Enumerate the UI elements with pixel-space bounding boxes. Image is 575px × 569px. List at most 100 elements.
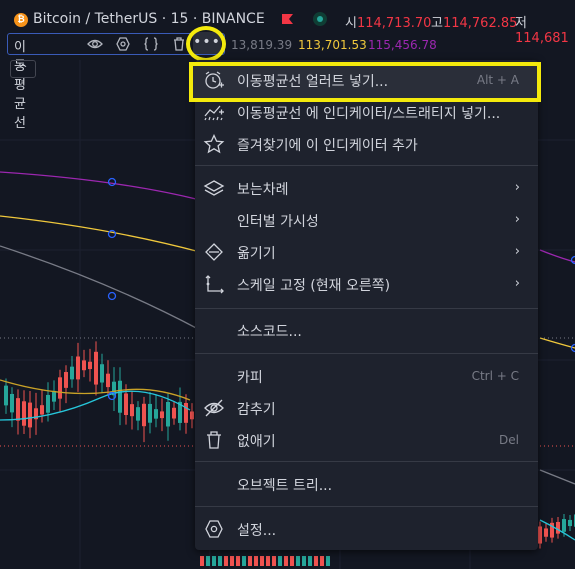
menu-separator xyxy=(195,461,538,462)
ma-line-purple-right xyxy=(539,249,575,263)
candle xyxy=(52,390,56,402)
candle xyxy=(556,521,560,534)
candle xyxy=(284,556,288,566)
candle xyxy=(160,411,164,419)
ma-line-gray xyxy=(0,245,201,331)
candle xyxy=(112,381,116,396)
menu-item-shortcut: Del xyxy=(499,433,519,447)
menu-separator xyxy=(195,506,538,507)
candle xyxy=(46,394,50,413)
candle xyxy=(320,556,324,566)
menu-item-shortcut: Ctrl + C xyxy=(471,369,519,383)
star-icon xyxy=(203,134,225,154)
candle xyxy=(296,556,300,566)
menu-item-add-favorite[interactable]: 즐겨찾기에 이 인디케이터 추가 xyxy=(195,128,538,160)
menu-separator xyxy=(195,308,538,309)
ohlc-low: 저114,681 xyxy=(515,12,575,46)
menu-item-object-tree[interactable]: 오브젝트 트리... xyxy=(195,468,538,500)
menu-item-copy[interactable]: 카피 Ctrl + C xyxy=(195,360,538,392)
candle xyxy=(142,403,146,427)
indicator-value-yellow: 113,701.53 xyxy=(298,38,367,52)
candle xyxy=(16,398,20,421)
ohlc-open-key: 시 xyxy=(345,16,357,31)
menu-item-label: 인터벌 가시성 xyxy=(237,214,319,230)
candle xyxy=(272,556,276,566)
candle xyxy=(242,556,246,566)
candle xyxy=(10,393,14,413)
chevron-right-icon: › xyxy=(514,212,520,227)
menu-item-remove[interactable]: 없애기 Del xyxy=(195,424,538,456)
menu-item-move[interactable]: 옮기기 › xyxy=(195,236,538,268)
flag-icon[interactable] xyxy=(281,13,294,26)
indicator-name[interactable]: 이동평균선 xyxy=(14,40,26,131)
scale-icon xyxy=(205,275,224,294)
collapse-legend-button[interactable]: ^ xyxy=(10,60,36,78)
candle xyxy=(106,373,110,388)
ohlc-low-value: 114,681 xyxy=(515,31,569,46)
trash-icon[interactable] xyxy=(171,36,187,52)
candle xyxy=(154,409,158,419)
menu-item-label: 카피 xyxy=(237,370,263,386)
candle xyxy=(230,556,234,566)
highlight-box xyxy=(189,62,541,102)
candle xyxy=(212,556,216,566)
candle xyxy=(130,404,134,417)
candle xyxy=(190,411,194,420)
candle xyxy=(4,385,8,406)
menu-item-label: 오브젝트 트리... xyxy=(237,478,333,494)
candle xyxy=(40,405,44,415)
candle xyxy=(172,407,176,419)
chevron-right-icon: › xyxy=(514,276,520,291)
menu-item-add-alert-highlighted[interactable]: 이동평균선 얼러트 넣기... Alt + A xyxy=(195,64,538,96)
menu-item-hide[interactable]: 감추기 xyxy=(195,392,538,424)
candle xyxy=(200,556,204,566)
menu-item-label: 옮기기 xyxy=(237,246,276,262)
candle xyxy=(236,556,240,566)
menu-item-interval-visibility[interactable]: 인터벌 가시성 › xyxy=(195,204,538,236)
menu-item-add-indicator[interactable]: 이동평균선 에 인디케이터/스트래티지 넣기... xyxy=(195,96,538,128)
indicator-icon xyxy=(204,105,224,121)
candle xyxy=(314,556,318,566)
bitcoin-logo-icon: ₿ xyxy=(14,13,28,27)
menu-item-label: 즐겨찾기에 이 인디케이터 추가 xyxy=(237,138,418,154)
menu-item-label: 감추기 xyxy=(237,402,276,418)
candle xyxy=(76,356,80,380)
highlight-circle xyxy=(186,26,226,62)
symbol-title[interactable]: Bitcoin / TetherUS · 15 · BINANCE xyxy=(33,11,265,27)
ma-anchor-point xyxy=(107,177,117,187)
candle xyxy=(100,364,104,383)
menu-item-shortcut: Alt + A xyxy=(476,73,519,87)
candle xyxy=(248,556,252,566)
ohlc-high-value: 114,762.85 xyxy=(442,16,518,31)
ma-line-olive xyxy=(0,379,191,401)
ma-line-teal-right xyxy=(539,519,575,541)
settings-hexagon-icon[interactable] xyxy=(115,36,131,52)
candle xyxy=(136,407,140,421)
candle xyxy=(290,556,294,566)
ma-anchor-point xyxy=(570,343,575,353)
menu-item-label: 보는차례 xyxy=(237,182,289,198)
candle xyxy=(22,401,26,426)
candle xyxy=(34,408,38,420)
menu-item-visual-order[interactable]: 보는차례 › xyxy=(195,172,538,204)
layers-icon xyxy=(203,180,225,196)
menu-item-label: 설정... xyxy=(237,523,277,539)
candle xyxy=(544,528,548,537)
candle xyxy=(218,556,222,566)
eye-icon[interactable] xyxy=(87,36,103,52)
menu-item-settings[interactable]: 설정... xyxy=(195,513,538,545)
candle xyxy=(266,556,270,566)
candle xyxy=(82,360,86,371)
gear-icon xyxy=(205,520,223,538)
menu-item-label: 소스코드... xyxy=(237,324,302,340)
source-code-icon[interactable] xyxy=(143,36,159,52)
menu-item-pin-scale[interactable]: 스케일 고정 (현재 오른쪽) › xyxy=(195,268,538,300)
candle xyxy=(224,556,228,566)
menu-item-label: 이동평균선 얼러트 넣기... xyxy=(237,74,389,90)
menu-item-label: 이동평균선 에 인디케이터/스트래티지 넣기... xyxy=(237,106,501,122)
ohlc-open: 시114,713.70 xyxy=(345,12,431,31)
ma-line-gray-right xyxy=(539,469,575,485)
candle xyxy=(326,556,330,566)
menu-item-source-code[interactable]: 소스코드... xyxy=(195,314,538,346)
candle xyxy=(58,377,62,399)
